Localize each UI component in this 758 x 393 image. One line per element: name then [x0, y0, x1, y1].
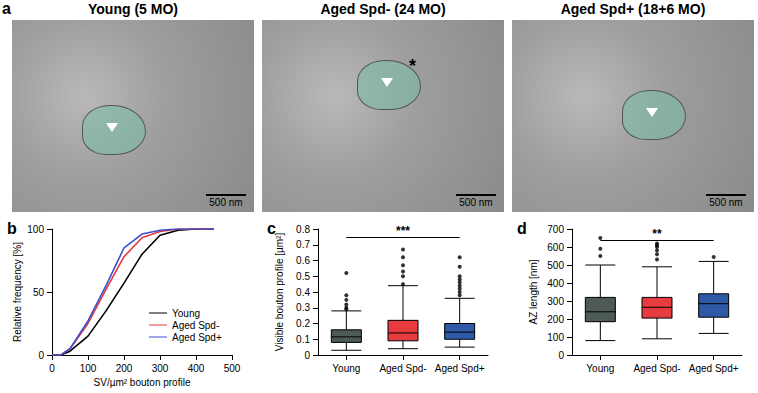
html-text:a: a	[2, 0, 11, 17]
svg-text:0: 0	[49, 363, 55, 374]
svg-text:SV/µm² bouton profile: SV/µm² bouton profile	[94, 377, 191, 388]
svg-text:d: d	[517, 220, 527, 237]
svg-text:0.5: 0.5	[296, 271, 310, 282]
svg-text:Young: Young	[586, 363, 614, 374]
svg-text:0.1: 0.1	[296, 334, 310, 345]
svg-text:0: 0	[304, 350, 310, 361]
svg-text:Aged Spd+: Aged Spd+	[435, 363, 485, 374]
svg-text:Relative frequency [%]: Relative frequency [%]	[12, 242, 23, 342]
svg-text:600: 600	[547, 242, 564, 253]
html-text:Aged Spd- (24 MO): Aged Spd- (24 MO)	[320, 1, 446, 17]
svg-text:Young: Young	[172, 308, 200, 319]
svg-text:AZ length [nm]: AZ length [nm]	[528, 259, 539, 324]
svg-text:200: 200	[547, 314, 564, 325]
svg-text:0.6: 0.6	[296, 255, 310, 266]
html-text:500 nm: 500 nm	[209, 197, 243, 208]
svg-text:50: 50	[33, 287, 45, 298]
svg-text:500: 500	[547, 260, 564, 271]
html-text:500 nm: 500 nm	[459, 197, 493, 208]
svg-text:c: c	[267, 220, 276, 237]
svg-text:300: 300	[547, 296, 564, 307]
html-text:Young (5 MO): Young (5 MO)	[88, 1, 178, 17]
svg-text:0.7: 0.7	[296, 239, 310, 250]
svg-text:0.8: 0.8	[296, 224, 310, 235]
svg-text:Aged Spd+: Aged Spd+	[689, 363, 739, 374]
svg-text:Visible bouton profile [µm²]: Visible bouton profile [µm²]	[274, 233, 285, 352]
svg-text:200: 200	[116, 363, 133, 374]
svg-text:700: 700	[547, 224, 564, 235]
svg-text:b: b	[7, 220, 17, 237]
svg-text:400: 400	[547, 278, 564, 289]
svg-text:**: **	[652, 227, 662, 241]
svg-text:Aged Spd-: Aged Spd-	[633, 363, 680, 374]
svg-text:Young: Young	[332, 363, 360, 374]
html-text:Aged Spd+ (18+6 MO): Aged Spd+ (18+6 MO)	[560, 1, 706, 17]
svg-text:0: 0	[558, 350, 564, 361]
svg-text:Aged Spd-: Aged Spd-	[379, 363, 426, 374]
svg-text:100: 100	[27, 224, 44, 235]
svg-text:0.2: 0.2	[296, 318, 310, 329]
svg-text:Aged Spd-: Aged Spd-	[172, 320, 219, 331]
svg-text:0: 0	[38, 350, 44, 361]
svg-text:0.3: 0.3	[296, 302, 310, 313]
svg-text:***: ***	[396, 224, 410, 238]
svg-text:300: 300	[152, 363, 169, 374]
svg-text:100: 100	[547, 332, 564, 343]
svg-text:Aged Spd+: Aged Spd+	[172, 332, 222, 343]
svg-text:0.4: 0.4	[296, 287, 310, 298]
svg-text:100: 100	[80, 363, 97, 374]
svg-text:500: 500	[224, 363, 241, 374]
html-text:500 nm: 500 nm	[709, 197, 743, 208]
svg-text:400: 400	[188, 363, 205, 374]
